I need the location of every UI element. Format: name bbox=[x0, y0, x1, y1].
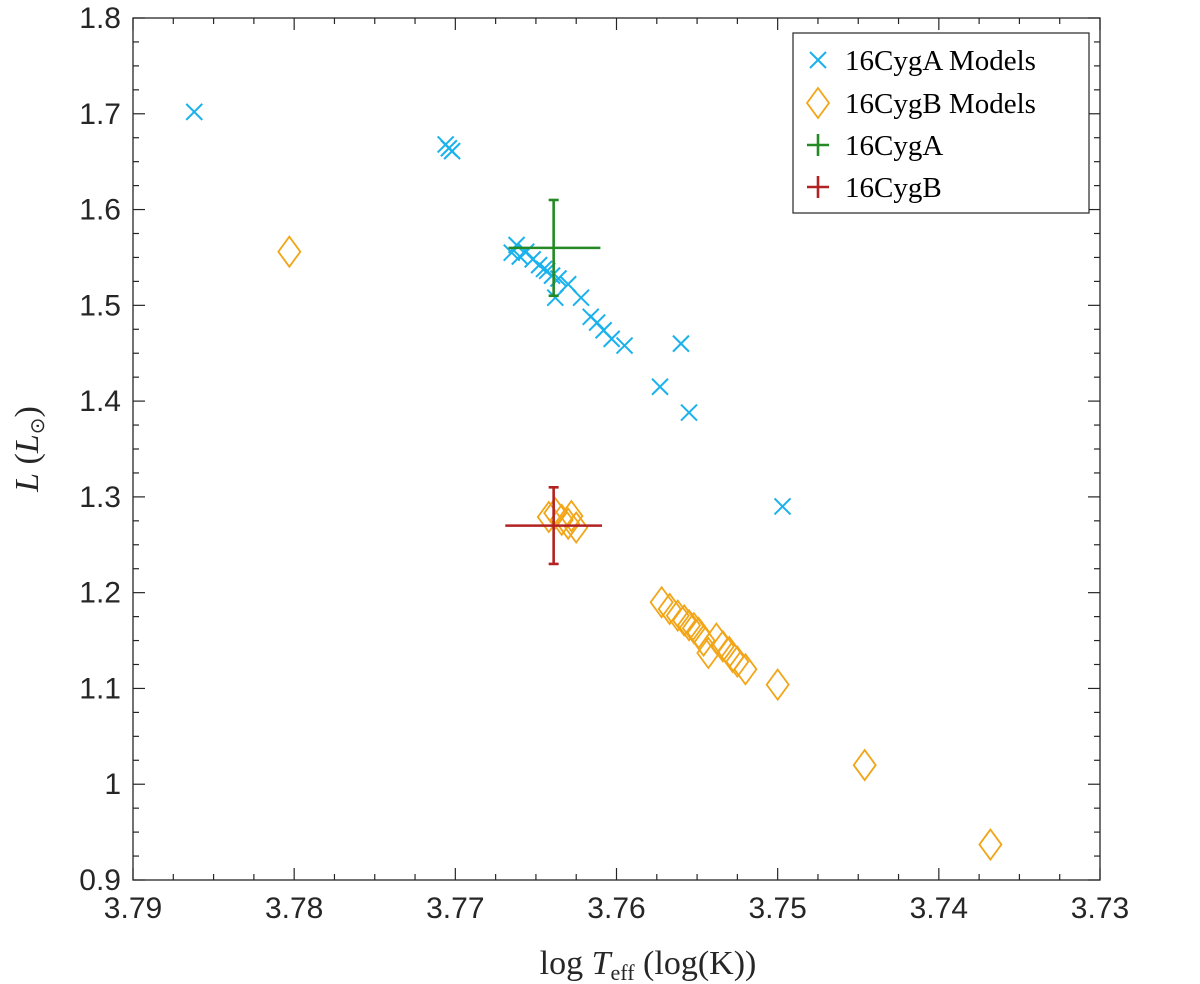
series-1-point-0 bbox=[277, 235, 302, 269]
series-0-point-20 bbox=[602, 330, 621, 348]
x-tick-label: 3.78 bbox=[265, 892, 323, 925]
series-1-point-6 bbox=[564, 511, 589, 545]
legend-label-cyga: 16CygA bbox=[845, 130, 943, 162]
series-0-point-3 bbox=[443, 142, 461, 160]
x-tick-label: 3.76 bbox=[587, 892, 645, 925]
x-axis-label-sub: eff bbox=[611, 960, 636, 984]
x-tick-label: 3.77 bbox=[426, 892, 484, 925]
series-1-point-8 bbox=[657, 592, 682, 626]
y-tick-label: 1.1 bbox=[79, 672, 121, 705]
series-0-point-24 bbox=[680, 403, 698, 422]
legend-symbol-0-stroke-b bbox=[809, 51, 827, 69]
y-axis-label-var: L bbox=[9, 473, 46, 493]
legend-symbols bbox=[805, 51, 831, 198]
series-0-point-12-stroke-b bbox=[543, 266, 561, 285]
series-3-point-0 bbox=[505, 486, 602, 566]
y-axis-label-inner: L bbox=[9, 434, 46, 454]
series-0-point-5-stroke-b bbox=[507, 236, 526, 254]
series-0-point-0-stroke-b bbox=[185, 103, 203, 121]
y-tick-label: 1.6 bbox=[79, 194, 121, 227]
series-0-point-5 bbox=[507, 236, 526, 254]
series-1-point-4 bbox=[556, 507, 581, 541]
series-0-point-3-stroke-b bbox=[443, 142, 461, 160]
x-tick-label: 3.74 bbox=[910, 892, 968, 925]
legend-label-cyga-models: 16CygA Models bbox=[845, 45, 1036, 77]
series-1-point-2 bbox=[543, 496, 568, 530]
x-axis-label: log Teff (log(K)) bbox=[540, 945, 757, 984]
series-0-point-15-stroke-b bbox=[559, 275, 577, 293]
series-0-point-21 bbox=[615, 336, 634, 355]
series-0-point-22 bbox=[651, 378, 669, 396]
series-0-point-23-stroke-b bbox=[672, 334, 690, 353]
y-axis-label-sub: ⊙ bbox=[27, 417, 49, 434]
series-1-point-14 bbox=[691, 624, 716, 658]
axis-tick-labels: 3.79 3.78 3.77 3.76 3.75 3.74 3.73 0.9 1 1.1 1.2 1.… bbox=[79, 2, 1129, 925]
series-0-point-19-stroke-b bbox=[594, 321, 613, 339]
y-tick-label: 1 bbox=[104, 768, 121, 801]
y-tick-label: 1.3 bbox=[79, 481, 121, 514]
legend-symbol-0 bbox=[809, 51, 827, 69]
legend-symbol-2 bbox=[807, 134, 829, 156]
legend: 16CygA Models 16CygB Models 16CygA 16Cyg… bbox=[792, 32, 1090, 214]
series-1-point-15 bbox=[696, 636, 721, 670]
axis-ticks bbox=[132, 17, 1101, 881]
x-tick-label: 3.73 bbox=[1071, 892, 1129, 925]
series-0-point-25-stroke-b bbox=[773, 497, 792, 516]
y-tick-label: 0.9 bbox=[79, 864, 121, 897]
series-0-point-16 bbox=[572, 288, 590, 307]
y-tick-label: 1.7 bbox=[79, 98, 121, 131]
series-1-point-17 bbox=[710, 629, 735, 663]
series-1-point-19 bbox=[720, 640, 745, 674]
series-0-point-20-stroke-b bbox=[602, 330, 621, 348]
series-0-point-25 bbox=[773, 497, 792, 516]
series-0-point-22-stroke-b bbox=[651, 378, 669, 396]
y-axis-label-open: ( bbox=[9, 453, 46, 473]
series-1-point-5 bbox=[559, 499, 584, 533]
series-0-point-23 bbox=[672, 334, 690, 353]
series-0-point-0 bbox=[185, 103, 203, 121]
series-1-point-24 bbox=[978, 828, 1003, 862]
x-axis-label-post: (log(K)) bbox=[635, 945, 757, 982]
series-1-point-7 bbox=[649, 585, 674, 619]
legend-label-cygb-models: 16CygB Models bbox=[845, 88, 1036, 120]
legend-box bbox=[792, 32, 1090, 214]
legend-symbol-1 bbox=[805, 86, 831, 120]
y-axis-label: L (L⊙) bbox=[9, 406, 49, 493]
y-axis-label-close: ) bbox=[9, 406, 46, 417]
legend-label-cygb: 16CygB bbox=[845, 172, 942, 204]
x-axis-label-pre: log bbox=[540, 945, 592, 982]
series-0-point-16-stroke-b bbox=[572, 288, 590, 307]
series-0-point-21-stroke-b bbox=[615, 336, 634, 355]
y-tick-label: 1.2 bbox=[79, 577, 121, 610]
series-1-point-21 bbox=[733, 652, 758, 686]
y-tick-label: 1.8 bbox=[79, 2, 121, 35]
y-tick-label: 1.4 bbox=[79, 385, 121, 418]
legend-symbol-3 bbox=[807, 176, 829, 198]
series-1-point-9 bbox=[665, 599, 690, 633]
x-tick-label: 3.75 bbox=[748, 892, 806, 925]
series-1-point-22 bbox=[765, 668, 790, 702]
x-tick-label: 3.79 bbox=[104, 892, 162, 925]
series-2-point-0 bbox=[508, 198, 601, 298]
x-axis-label-var: T bbox=[592, 945, 613, 982]
y-tick-label: 1.5 bbox=[79, 289, 121, 322]
series-0-point-24-stroke-b bbox=[680, 403, 698, 422]
data-marks bbox=[185, 103, 1003, 862]
series-1-point-23 bbox=[852, 748, 877, 782]
